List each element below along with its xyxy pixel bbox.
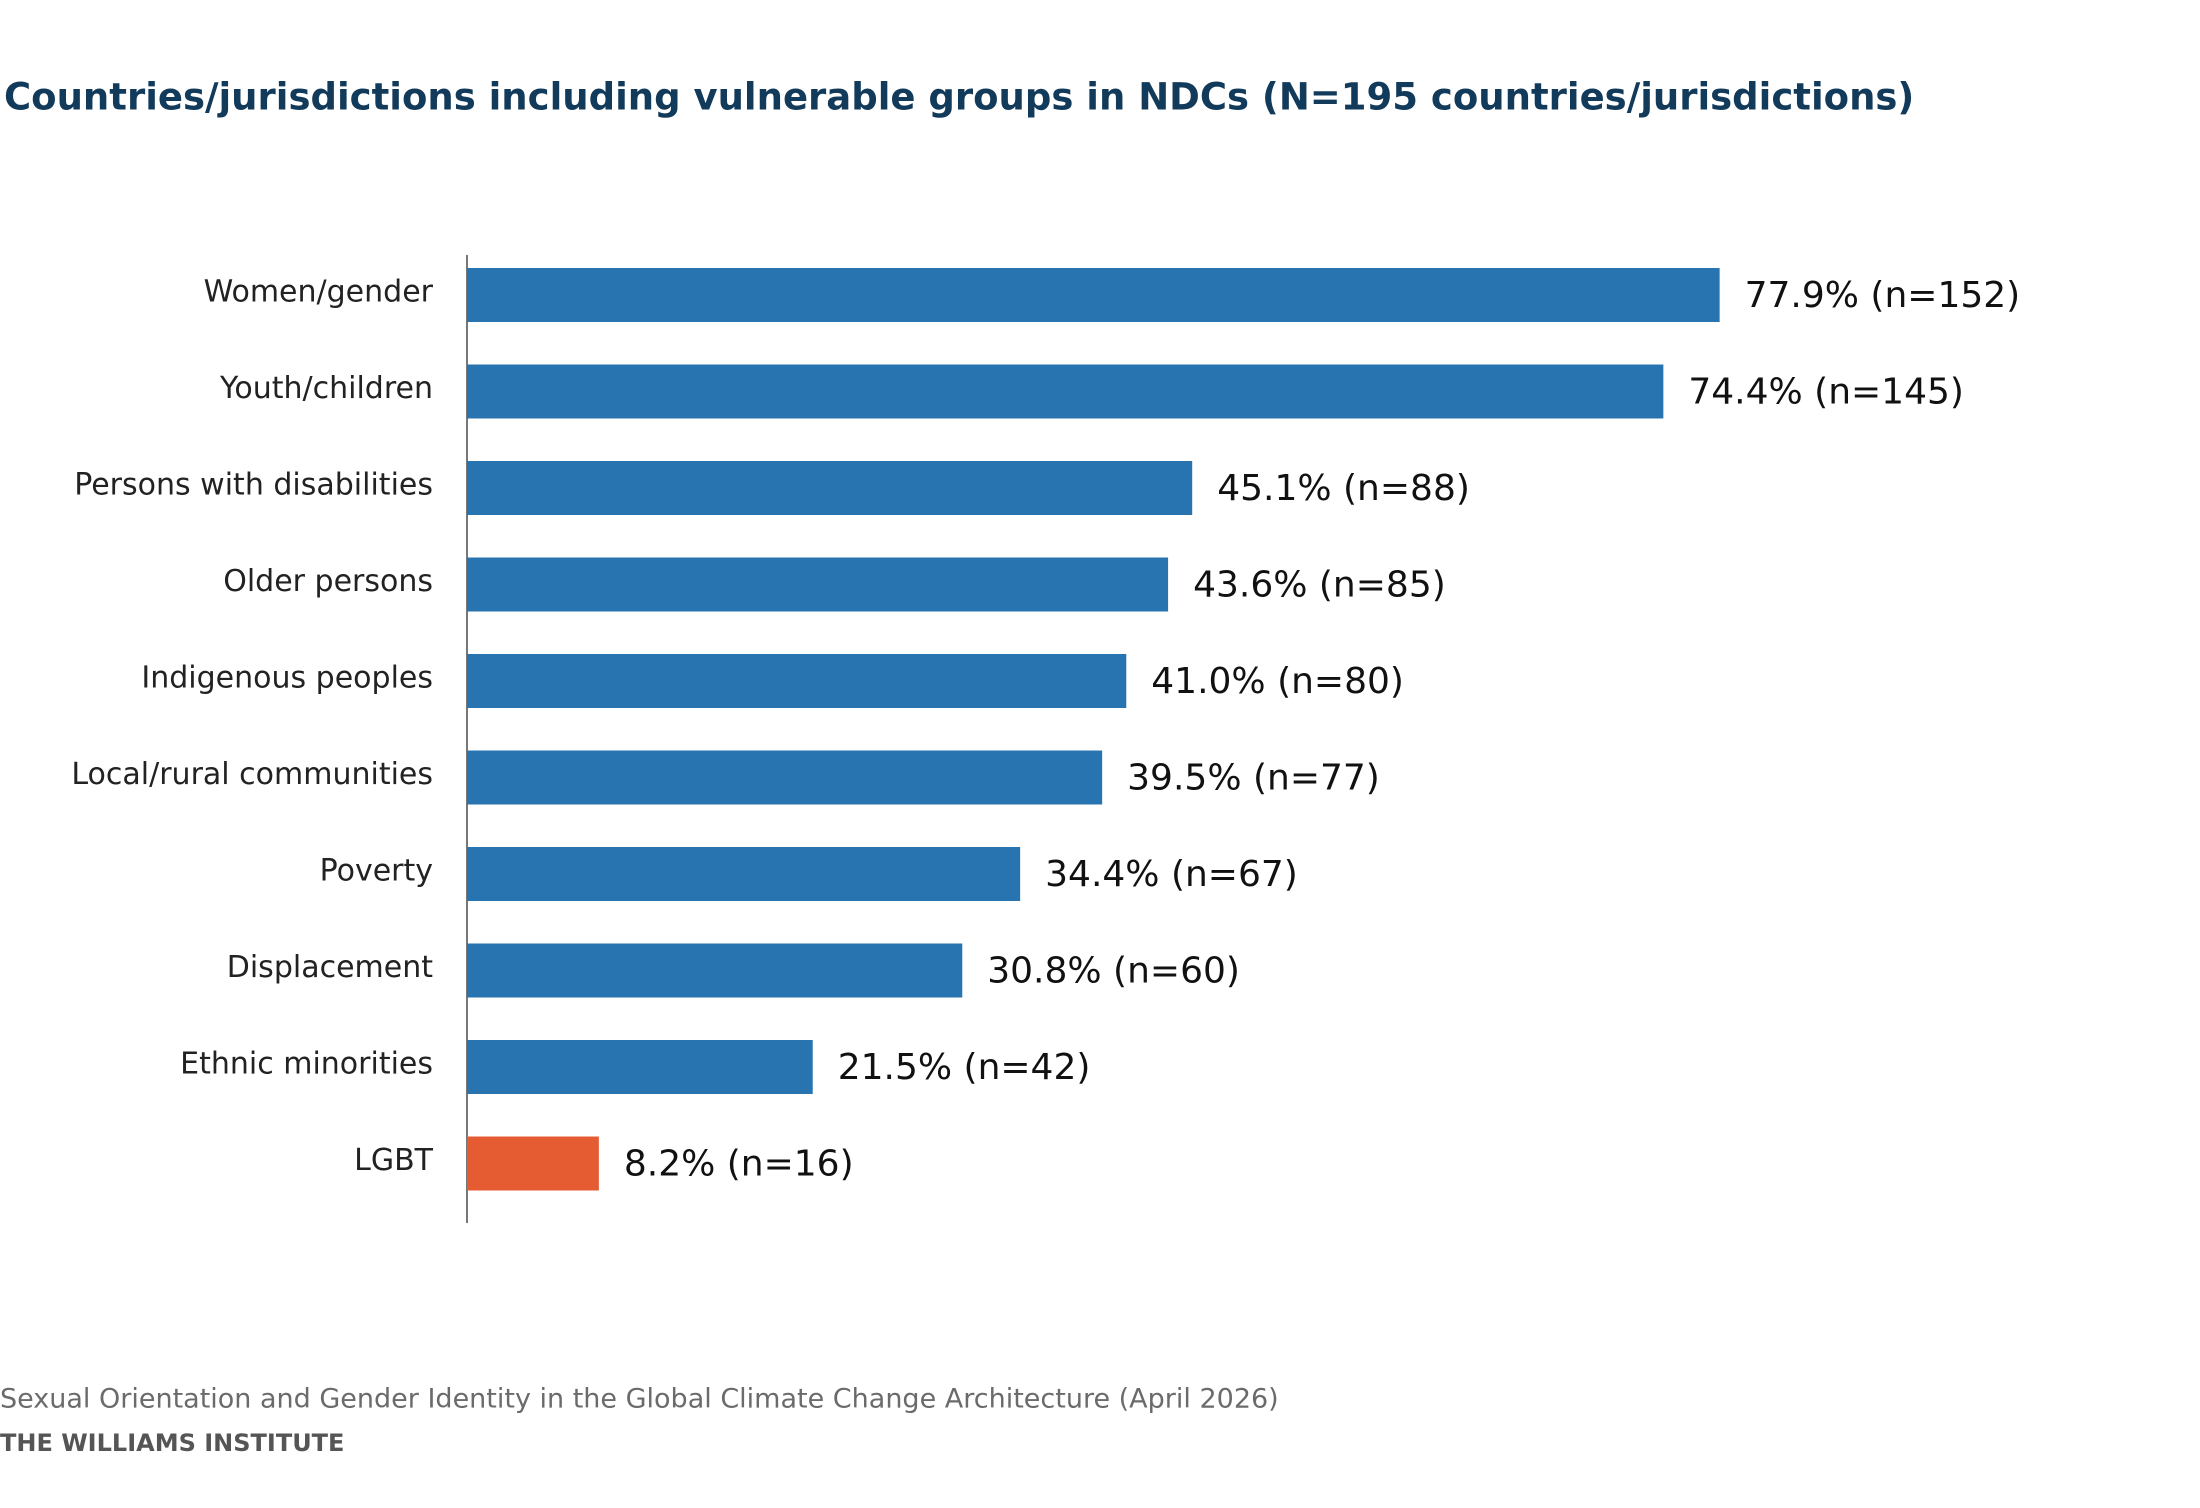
category-label: Poverty — [320, 854, 433, 889]
bar — [467, 364, 1664, 419]
value-label: 41.0% (n=80) — [1151, 661, 1404, 702]
value-label: 8.2% (n=16) — [624, 1144, 854, 1185]
credit: THE WILLIAMS INSTITUTE — [0, 1429, 344, 1457]
category-label: Indigenous peoples — [141, 661, 433, 696]
value-label: 39.5% (n=77) — [1127, 758, 1380, 799]
bar — [467, 654, 1127, 708]
value-label: 30.8% (n=60) — [987, 951, 1240, 992]
bar — [467, 557, 1169, 612]
source: Sexual Orientation and Gender Identity i… — [0, 1384, 1279, 1415]
bar — [467, 268, 1720, 322]
bar — [467, 1136, 599, 1191]
value-label: 74.4% (n=145) — [1688, 372, 1964, 413]
value-label: 34.4% (n=67) — [1045, 854, 1298, 895]
value-label: 21.5% (n=42) — [838, 1047, 1091, 1088]
value-label: 77.9% (n=152) — [1745, 275, 2021, 316]
category-label: Persons with disabilities — [74, 468, 433, 503]
category-label: Ethnic minorities — [180, 1047, 433, 1082]
bar — [467, 1040, 813, 1094]
bar — [467, 461, 1193, 515]
category-label: LGBT — [354, 1143, 434, 1178]
chart-title: Countries/jurisdictions including vulner… — [4, 76, 1914, 119]
category-label: Women/gender — [204, 275, 434, 310]
category-label: Displacement — [227, 950, 433, 985]
category-label: Youth/children — [219, 371, 433, 406]
category-label: Older persons — [223, 564, 433, 599]
bar — [467, 847, 1021, 901]
bar — [467, 750, 1103, 805]
value-label: 45.1% (n=88) — [1217, 468, 1470, 509]
category-label: Local/rural communities — [71, 757, 433, 792]
bar — [467, 943, 963, 998]
value-label: 43.6% (n=85) — [1193, 565, 1446, 606]
